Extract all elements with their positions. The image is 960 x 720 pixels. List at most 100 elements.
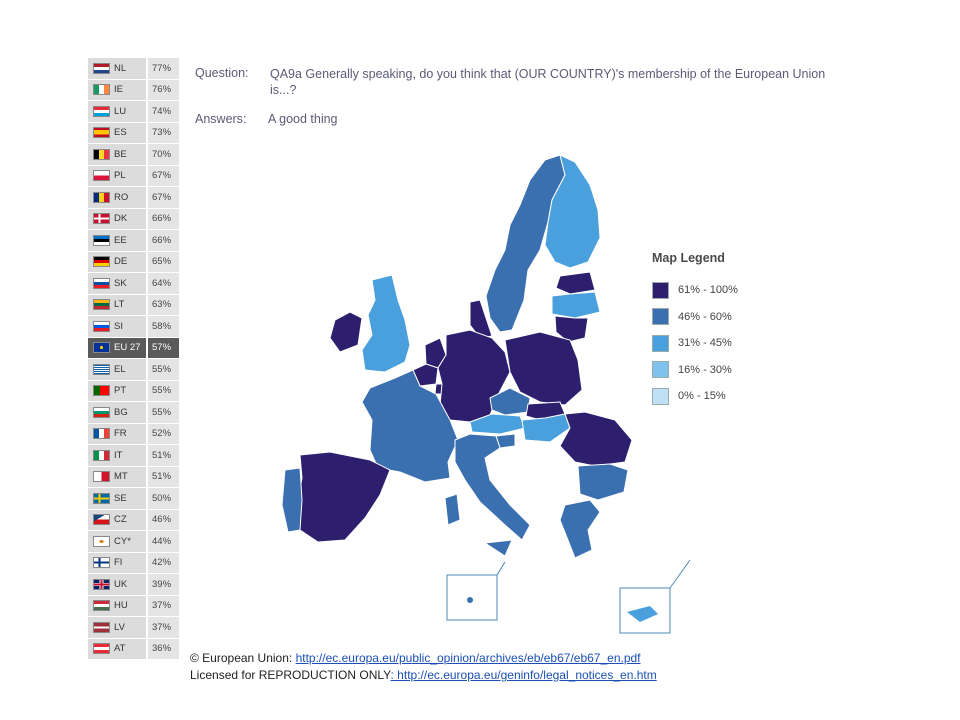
flag-icon [93,256,110,268]
flag-icon [93,213,110,225]
country-code: IE [114,84,123,96]
europe-map [281,154,691,634]
country-percentage: 50% [148,488,179,509]
answers-label: Answers: [195,112,247,126]
country-row: MT 51% [88,466,179,488]
country-row: ES 73% [88,122,179,144]
country-row: DK 66% [88,208,179,230]
country-percentage: 42% [148,552,179,573]
map-region-fr [361,369,459,483]
country-percentage: 37% [148,617,179,638]
country-cell: EL [88,359,148,380]
country-code: DK [114,213,128,225]
country-percentage: 64% [148,273,179,294]
legend-item: 0% - 15% [652,384,738,408]
country-percentage: 67% [148,187,179,208]
country-row: SI 58% [88,316,179,338]
country-percentage: 76% [148,79,179,100]
country-percentage: 51% [148,466,179,487]
map-region-dk [469,299,493,339]
country-percentage: 51% [148,445,179,466]
country-row: RO 67% [88,187,179,209]
country-row: PL 67% [88,165,179,187]
footer-credits: © European Union: http://ec.europa.eu/pu… [190,650,657,684]
flag-icon [93,234,110,246]
country-code: CZ [114,514,127,526]
answer-text: A good thing [268,112,338,126]
country-row: EL 55% [88,359,179,381]
legend-label: 16% - 30% [678,363,732,376]
country-row: CZ 46% [88,509,179,531]
map-region-ie [329,311,363,353]
legend-item: 31% - 45% [652,331,738,355]
country-cell: CY* [88,531,148,552]
map-region-pt [281,467,303,533]
country-cell: PL [88,165,148,186]
map-region-el [559,499,601,559]
country-percentage: 74% [148,101,179,122]
country-cell: BG [88,402,148,423]
country-code: DE [114,256,128,268]
legend-swatch [652,387,669,405]
country-cell: HU [88,595,148,616]
country-row: BG 55% [88,402,179,424]
country-percentage: 39% [148,574,179,595]
country-cell: SK [88,273,148,294]
flag-icon [93,578,110,590]
country-row: LU 74% [88,101,179,123]
country-code: FI [114,557,123,569]
country-code: PL [114,170,126,182]
country-row: SK 64% [88,273,179,295]
country-code: EU 27 [114,342,141,354]
map-region-fi [544,154,601,269]
map-region-mt [467,597,473,603]
eurobarometer-report-link[interactable]: http://ec.europa.eu/public_opinion/archi… [295,651,641,665]
country-code: FR [114,428,127,440]
country-cell: NL [88,58,148,79]
legend-label: 31% - 45% [678,337,732,349]
map-region-bg [577,463,629,501]
country-code: ES [114,127,127,139]
country-code: HU [114,600,128,612]
country-percentage: 44% [148,531,179,552]
country-percentage: 36% [148,638,179,659]
country-percentage: 77% [148,58,179,79]
country-code: NL [114,62,127,74]
legend-item: 16% - 30% [652,358,738,382]
flag-icon [93,105,110,117]
map-region-it [454,433,531,541]
country-percentage: 58% [148,316,179,337]
country-cell: LV [88,617,148,638]
country-cell: SI [88,316,148,337]
map-region-cy [627,606,658,622]
country-code: AT [114,643,126,655]
country-cell: DE [88,251,148,272]
country-row: EU 27 57% [88,337,179,359]
country-code: SK [114,277,127,289]
country-cell: PT [88,380,148,401]
flag-icon [93,406,110,418]
country-row: PT 55% [88,380,179,402]
flag-icon [93,342,110,354]
country-row: LV 37% [88,617,179,639]
legal-notice-link[interactable]: : http://ec.europa.eu/geninfo/legal_noti… [390,668,657,682]
flag-icon [93,428,110,440]
country-row: UK 39% [88,574,179,596]
country-row: SE 50% [88,488,179,510]
country-percentage: 66% [148,208,179,229]
country-code: IT [114,449,123,461]
country-cell: EE [88,230,148,251]
flag-icon [93,191,110,203]
legend-title: Map Legend [652,251,725,265]
country-code: LT [114,299,125,311]
country-percentage: 67% [148,165,179,186]
country-row: HU 37% [88,595,179,617]
country-percentage: 37% [148,595,179,616]
country-cell: BE [88,144,148,165]
country-row: BE 70% [88,144,179,166]
flag-icon [93,84,110,96]
flag-icon [93,535,110,547]
legend-label: 61% - 100% [678,284,738,296]
flag-icon [93,127,110,139]
footer-license: Licensed for REPRODUCTION ONLY [190,668,391,682]
